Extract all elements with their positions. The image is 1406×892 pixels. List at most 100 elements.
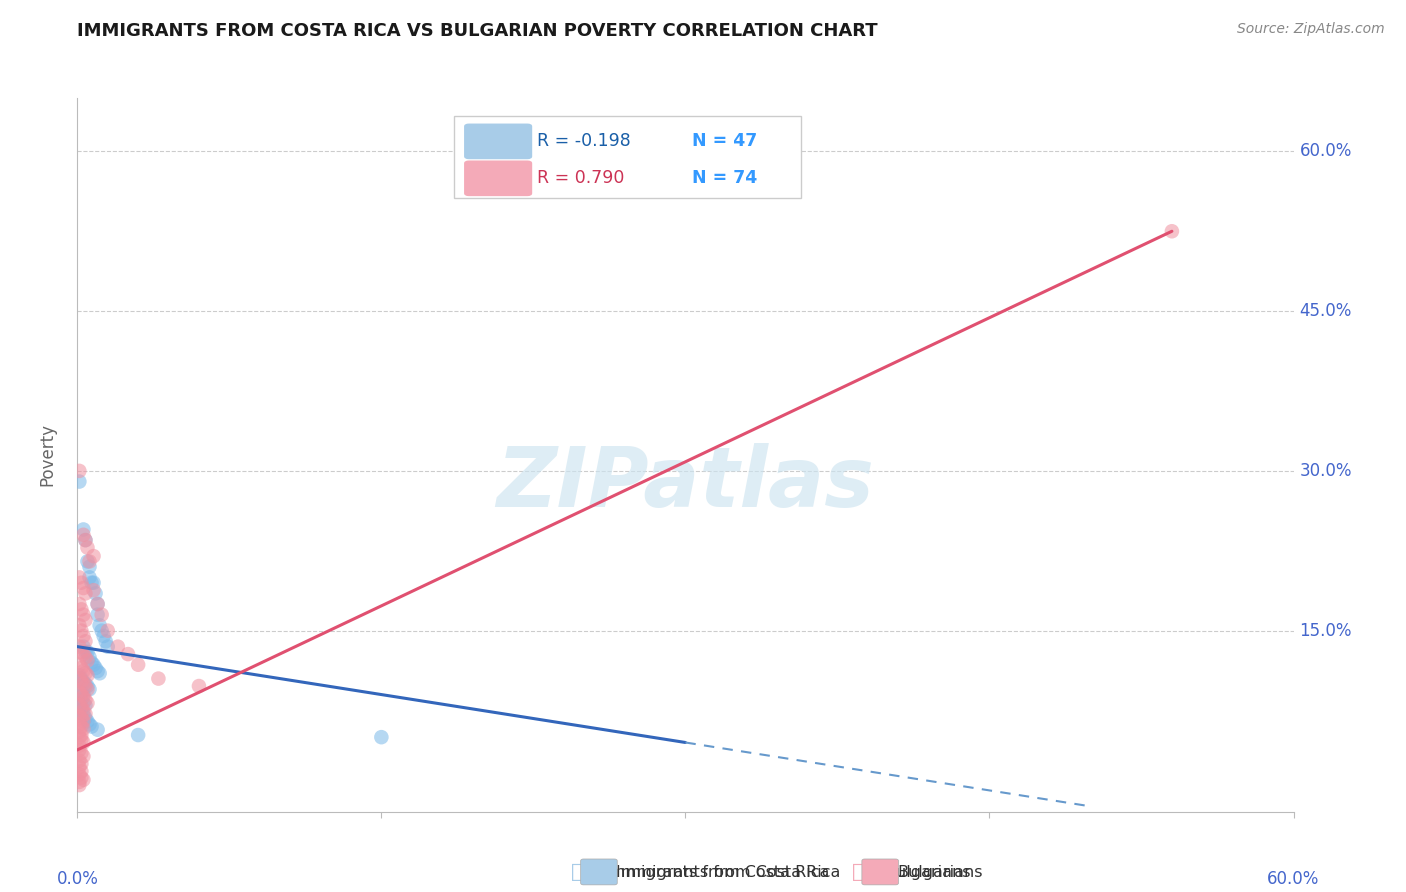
Point [67, 724, 90, 739]
FancyBboxPatch shape [454, 116, 801, 198]
Point [67, 775, 90, 789]
Point [75, 679, 97, 693]
Text: Source: ZipAtlas.com: Source: ZipAtlas.com [1237, 22, 1385, 37]
Point [79, 717, 101, 731]
Point [75, 586, 97, 600]
Point [75, 677, 97, 691]
Text: R = 0.790: R = 0.790 [537, 169, 624, 187]
Point [67, 657, 90, 672]
Point [80, 656, 103, 670]
Point [75, 533, 97, 548]
Point [72, 640, 94, 654]
Point [89, 666, 111, 681]
Point [75, 613, 97, 627]
Point [67, 464, 90, 478]
Point [67, 698, 90, 713]
Point [84, 586, 107, 600]
Point [72, 735, 94, 749]
Point [67, 778, 90, 792]
Text: 30.0%: 30.0% [1299, 462, 1353, 480]
Point [67, 668, 90, 682]
Point [72, 704, 94, 718]
Point [86, 723, 108, 737]
Text: 0.0%: 0.0% [56, 871, 98, 888]
Point [79, 559, 101, 574]
Point [75, 698, 97, 713]
Point [89, 618, 111, 632]
Point [67, 743, 90, 757]
Point [72, 607, 94, 622]
Point [127, 657, 149, 672]
Point [70, 732, 93, 747]
Point [79, 650, 101, 665]
Point [94, 634, 117, 648]
Point [70, 756, 93, 771]
Point [72, 677, 94, 691]
Text: N = 47: N = 47 [692, 132, 756, 151]
Point [97, 640, 120, 654]
Point [75, 706, 97, 721]
Point [72, 664, 94, 678]
Point [86, 597, 108, 611]
Text: R = -0.198: R = -0.198 [537, 132, 631, 151]
Point [70, 672, 93, 686]
Point [72, 696, 94, 710]
Point [76, 679, 98, 693]
Point [79, 554, 101, 568]
Point [70, 746, 93, 760]
Point [72, 714, 94, 729]
Point [67, 717, 90, 731]
Point [80, 719, 103, 733]
Text: N = 74: N = 74 [692, 169, 756, 187]
Point [72, 629, 94, 643]
Point [70, 575, 93, 590]
Point [67, 754, 90, 768]
Point [67, 618, 90, 632]
Point [83, 657, 105, 672]
Point [83, 575, 105, 590]
Point [75, 666, 97, 681]
Point [75, 650, 97, 665]
Point [67, 730, 90, 744]
Point [70, 661, 93, 675]
Point [70, 764, 93, 779]
Point [67, 475, 90, 489]
Point [127, 728, 149, 742]
Point [70, 602, 93, 616]
Point [90, 607, 112, 622]
Point [72, 690, 94, 704]
Point [75, 634, 97, 648]
Point [76, 668, 98, 682]
Point [84, 661, 107, 675]
Point [76, 653, 98, 667]
Point [83, 583, 105, 598]
Point [75, 533, 97, 548]
Point [76, 541, 98, 555]
Point [67, 597, 90, 611]
Point [70, 711, 93, 725]
Point [67, 685, 90, 699]
Text: Immigrants from Costa Rica: Immigrants from Costa Rica [616, 865, 841, 880]
FancyBboxPatch shape [464, 161, 533, 196]
Point [72, 528, 94, 542]
Point [72, 772, 94, 787]
Point [67, 700, 90, 714]
Point [75, 711, 97, 725]
Text: Bulgarians: Bulgarians [886, 865, 972, 880]
Point [90, 624, 112, 638]
Point [79, 570, 101, 584]
Point [67, 760, 90, 774]
Point [72, 722, 94, 736]
Point [76, 696, 98, 710]
Text: Immigrants from Costa Rica: Immigrants from Costa Rica [605, 865, 830, 880]
Text: 60.0%: 60.0% [1299, 143, 1353, 161]
Point [67, 767, 90, 781]
Text: 15.0%: 15.0% [1299, 622, 1353, 640]
Point [72, 688, 94, 702]
Point [76, 682, 98, 697]
Point [67, 709, 90, 723]
Point [80, 575, 103, 590]
Point [79, 682, 101, 697]
Point [67, 690, 90, 704]
Text: IMMIGRANTS FROM COSTA RICA VS BULGARIAN POVERTY CORRELATION CHART: IMMIGRANTS FROM COSTA RICA VS BULGARIAN … [77, 22, 877, 40]
